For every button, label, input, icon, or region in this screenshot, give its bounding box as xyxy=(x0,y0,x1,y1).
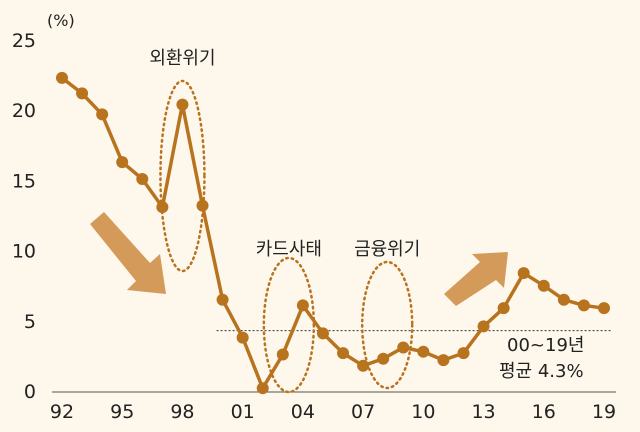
average-label-line1: 00~19년 xyxy=(507,335,584,356)
data-point xyxy=(56,71,68,84)
x-tick-label: 13 xyxy=(471,401,495,423)
event-label: 카드사태 xyxy=(256,239,322,260)
data-point xyxy=(116,156,129,169)
data-point xyxy=(276,348,289,361)
x-tick-label: 07 xyxy=(351,401,375,423)
y-tick-label: 20 xyxy=(12,100,36,122)
event-ellipse xyxy=(262,256,316,394)
data-point xyxy=(136,172,149,185)
data-point xyxy=(497,302,510,315)
x-tick-label: 01 xyxy=(231,401,255,423)
trend-down-arrow-icon xyxy=(90,212,166,294)
y-unit-label: (%) xyxy=(47,11,75,30)
data-point xyxy=(216,293,229,306)
data-point xyxy=(96,108,109,121)
data-point xyxy=(397,341,410,354)
trend-up-arrow-icon xyxy=(444,252,508,306)
data-point xyxy=(457,347,470,360)
data-point xyxy=(256,382,269,395)
data-point xyxy=(357,359,370,372)
data-point xyxy=(598,302,610,315)
event-ellipse xyxy=(159,79,206,273)
event-label: 금융위기 xyxy=(354,239,420,260)
series-line xyxy=(60,76,605,390)
data-point xyxy=(316,327,329,340)
y-tick-label: 25 xyxy=(12,30,36,52)
x-tick-label: 16 xyxy=(532,401,556,423)
x-tick-label: 19 xyxy=(592,401,616,423)
data-point xyxy=(296,299,309,312)
data-point xyxy=(437,354,450,367)
average-label-line2: 평균 4.3% xyxy=(499,361,584,382)
data-point xyxy=(417,345,430,358)
y-tick-label: 15 xyxy=(12,170,36,192)
x-tick-label: 04 xyxy=(291,401,315,423)
y-tick-label: 0 xyxy=(24,381,36,403)
data-point xyxy=(537,279,550,292)
y-tick-label: 5 xyxy=(24,311,36,333)
data-point xyxy=(236,331,249,344)
data-point xyxy=(176,98,189,111)
data-point xyxy=(337,347,350,360)
data-point xyxy=(577,299,590,312)
data-point xyxy=(76,87,89,100)
data-point xyxy=(557,293,570,306)
data-point xyxy=(477,320,490,333)
x-tick-label: 92 xyxy=(50,401,74,423)
data-point xyxy=(377,352,390,365)
event-label: 외환위기 xyxy=(149,48,215,69)
data-point xyxy=(156,201,169,214)
y-tick-label: 10 xyxy=(12,241,36,263)
data-point xyxy=(196,199,209,212)
x-tick-label: 10 xyxy=(411,401,435,423)
event-ellipse xyxy=(360,260,414,390)
x-tick-label: 98 xyxy=(170,401,194,423)
data-point xyxy=(517,267,530,280)
x-tick-label: 95 xyxy=(110,401,134,423)
